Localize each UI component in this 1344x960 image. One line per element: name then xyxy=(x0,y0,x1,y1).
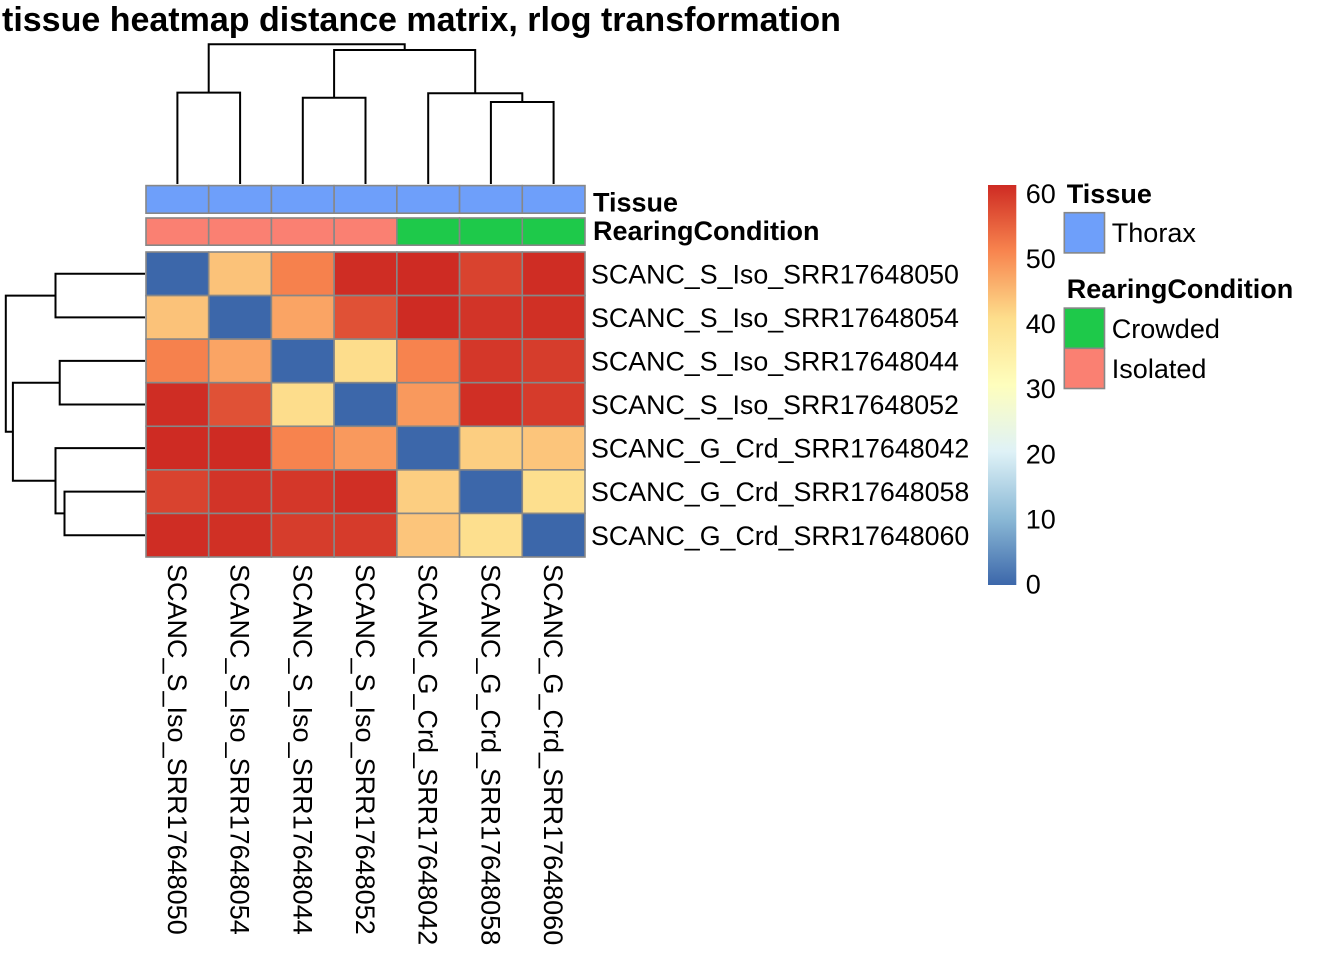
svg-text:SCANC_S_Iso_SRR17648050: SCANC_S_Iso_SRR17648050 xyxy=(591,259,959,289)
svg-text:SCANC_G_Crd_SRR17648060: SCANC_G_Crd_SRR17648060 xyxy=(591,521,969,551)
svg-text:SCANC_S_Iso_SRR17648054: SCANC_S_Iso_SRR17648054 xyxy=(225,564,255,935)
svg-text:Tissue: Tissue xyxy=(593,187,678,217)
svg-text:SCANC_S_Iso_SRR17648054: SCANC_S_Iso_SRR17648054 xyxy=(591,303,959,333)
svg-text:SCANC_G_Crd_SRR17648042: SCANC_G_Crd_SRR17648042 xyxy=(591,434,969,464)
svg-text:SCANC_G_Crd_SRR17648042: SCANC_G_Crd_SRR17648042 xyxy=(413,564,443,945)
svg-text:SCANC_G_Crd_SRR17648058: SCANC_G_Crd_SRR17648058 xyxy=(591,477,969,507)
svg-text:20: 20 xyxy=(1026,439,1056,469)
svg-text:40: 40 xyxy=(1026,309,1056,339)
svg-text:SCANC_S_Iso_SRR17648052: SCANC_S_Iso_SRR17648052 xyxy=(591,390,959,420)
svg-text:SCANC_G_Crd_SRR17648058: SCANC_G_Crd_SRR17648058 xyxy=(475,564,505,945)
svg-text:0: 0 xyxy=(1026,569,1041,599)
svg-text:Tissue: Tissue xyxy=(1067,179,1152,209)
svg-text:50: 50 xyxy=(1026,244,1056,274)
svg-text:60: 60 xyxy=(1026,179,1056,209)
svg-text:SCANC_S_Iso_SRR17648052: SCANC_S_Iso_SRR17648052 xyxy=(350,564,380,935)
svg-text:Crowded: Crowded xyxy=(1112,314,1220,344)
svg-text:SCANC_S_Iso_SRR17648050: SCANC_S_Iso_SRR17648050 xyxy=(162,564,192,935)
svg-text:10: 10 xyxy=(1026,504,1056,534)
svg-text:30: 30 xyxy=(1026,374,1056,404)
svg-text:Thorax: Thorax xyxy=(1112,218,1197,248)
svg-text:Isolated: Isolated xyxy=(1112,354,1207,384)
svg-text:tissue heatmap distance matrix: tissue heatmap distance matrix, rlog tra… xyxy=(2,1,841,39)
svg-text:RearingCondition: RearingCondition xyxy=(1067,274,1293,304)
svg-text:SCANC_S_Iso_SRR17648044: SCANC_S_Iso_SRR17648044 xyxy=(591,347,959,377)
svg-text:SCANC_S_Iso_SRR17648044: SCANC_S_Iso_SRR17648044 xyxy=(287,564,317,935)
svg-text:SCANC_G_Crd_SRR17648060: SCANC_G_Crd_SRR17648060 xyxy=(538,564,568,945)
svg-text:RearingCondition: RearingCondition xyxy=(593,216,819,246)
